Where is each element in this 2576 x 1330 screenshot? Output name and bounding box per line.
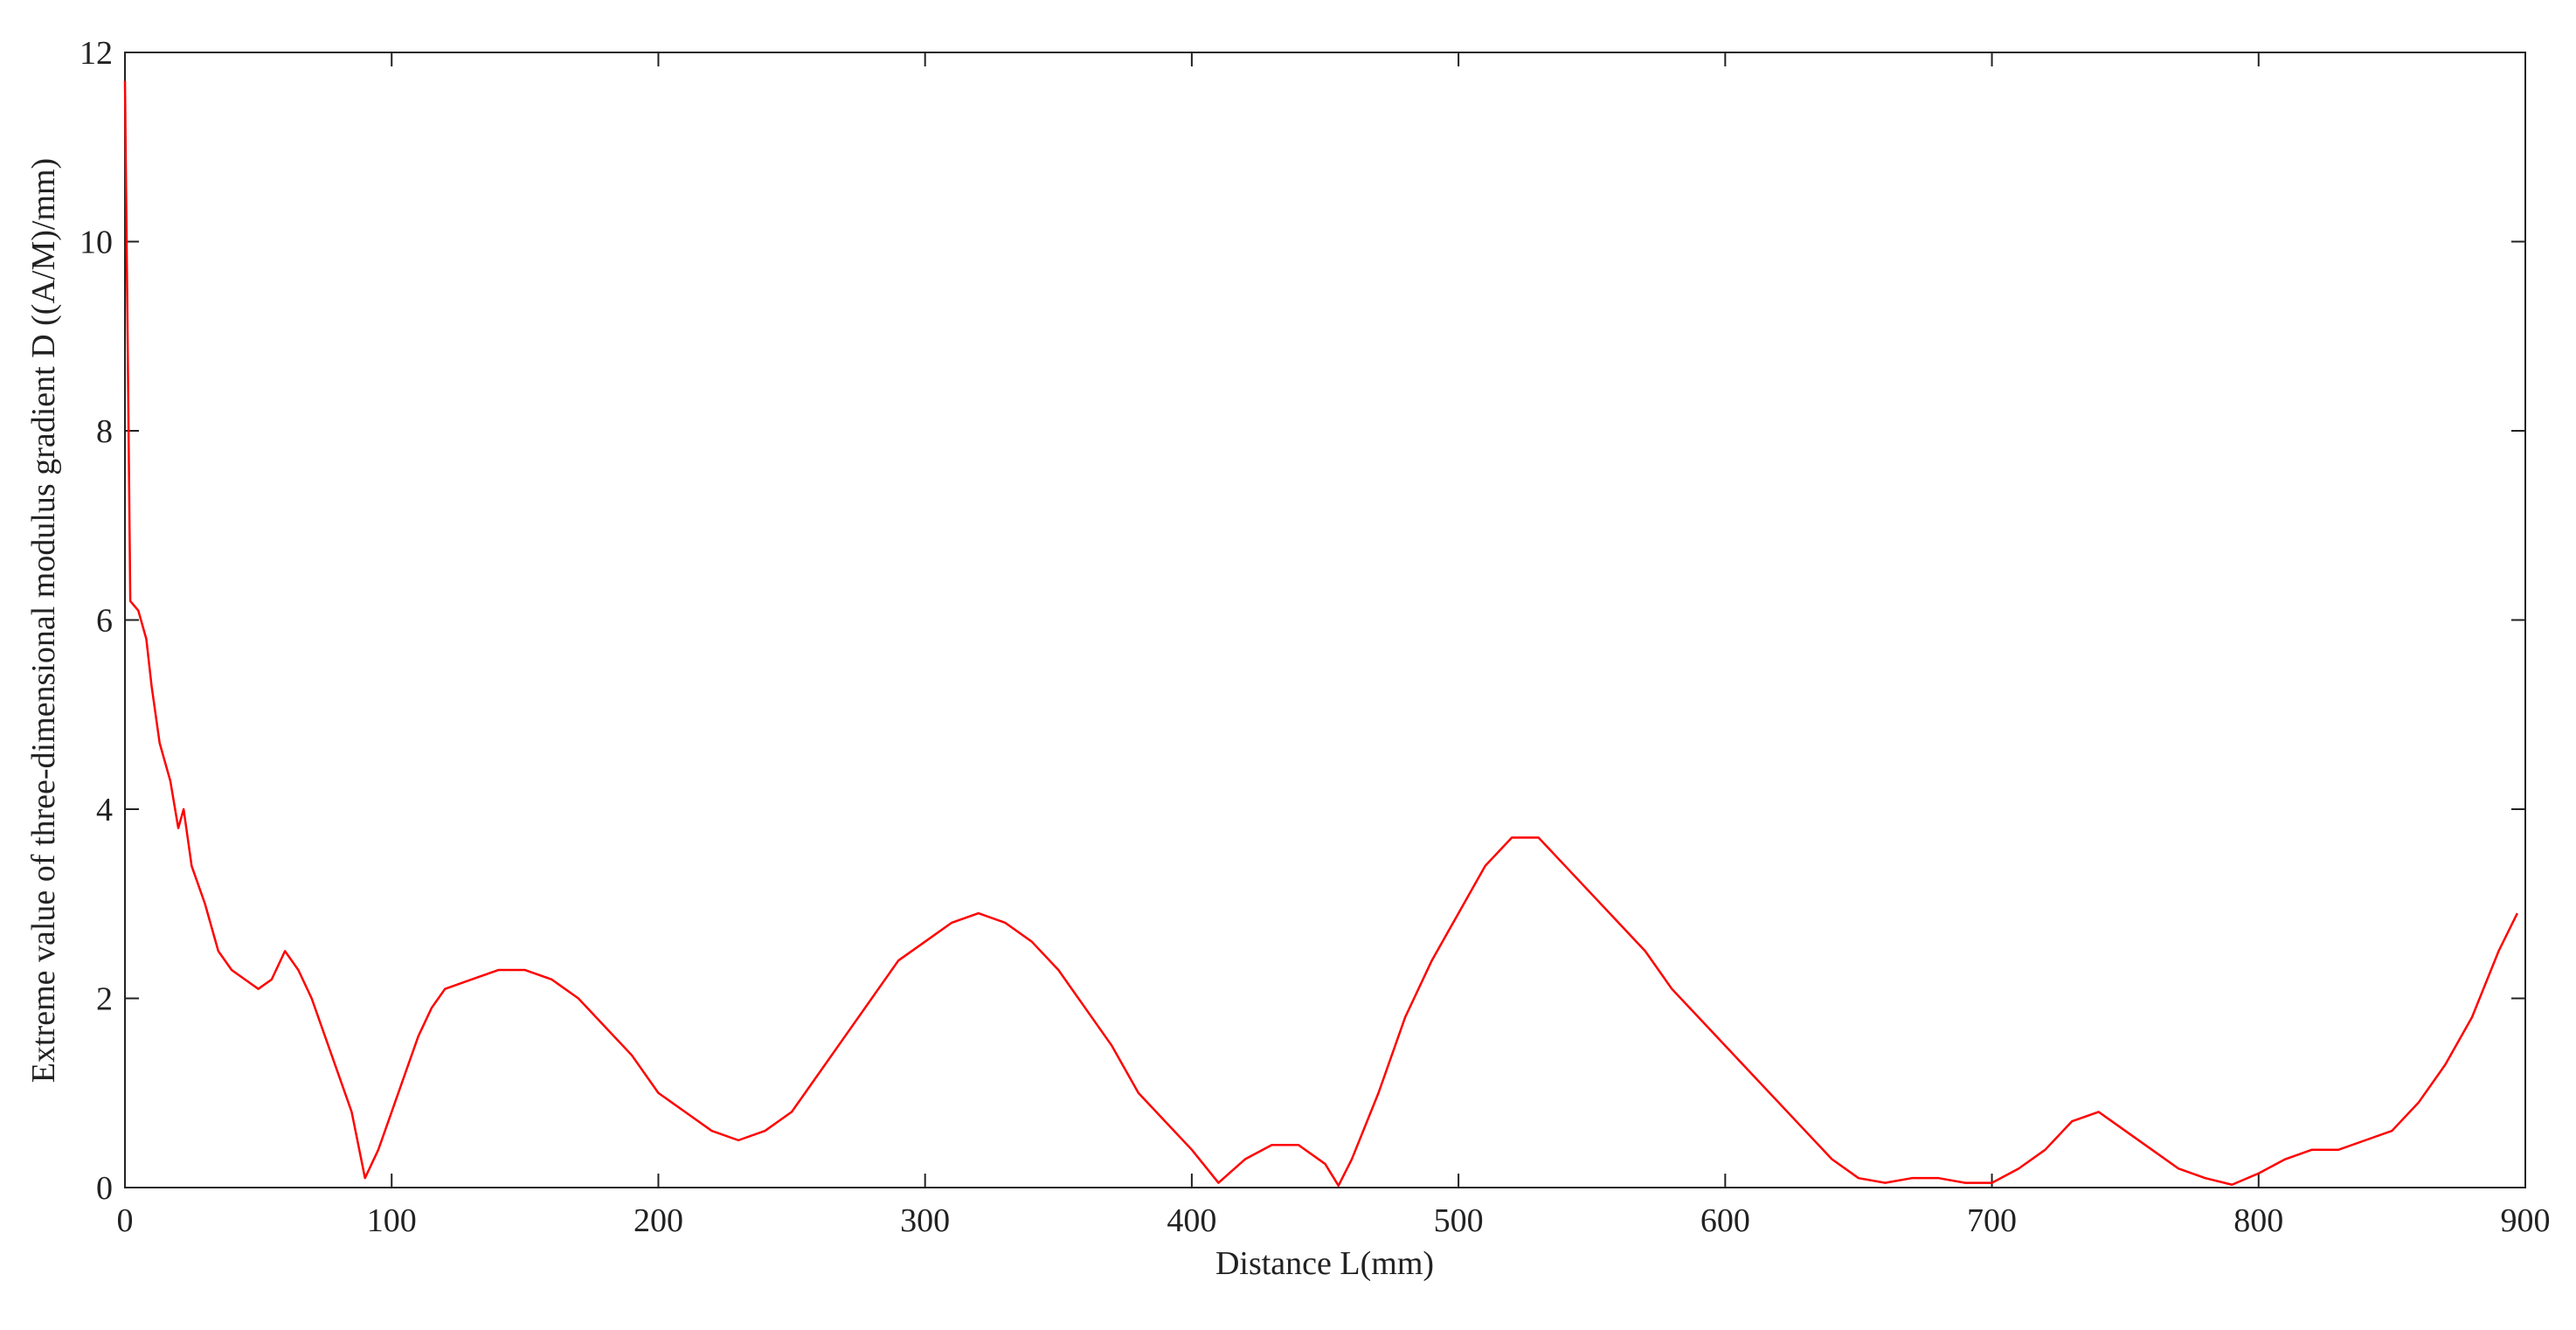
x-tick-label: 200 [634,1202,683,1239]
y-tick-label: 2 [96,981,113,1018]
x-tick-label: 400 [1167,1202,1216,1239]
y-tick-label: 4 [96,792,113,828]
x-tick-label: 600 [1700,1202,1750,1239]
y-tick-label: 0 [96,1170,113,1207]
y-tick-label: 8 [96,413,113,450]
plot-frame [124,52,2526,1188]
x-tick-label: 700 [1967,1202,2017,1239]
y-tick-label: 12 [80,35,113,72]
x-tick-label: 900 [2501,1202,2551,1239]
y-axis-label: Extreme value of three-dimensional modul… [25,158,62,1083]
x-tick-label: 800 [2233,1202,2283,1239]
y-tick-label: 6 [96,603,113,640]
data-line [123,80,2518,1188]
x-tick-label: 500 [1434,1202,1484,1239]
x-tick-label: 300 [900,1202,950,1239]
x-tick-label: 100 [367,1202,417,1239]
x-tick-label: 0 [117,1202,134,1239]
x-axis-label: Distance L(mm) [1215,1245,1434,1282]
y-tick-label: 10 [80,225,113,261]
